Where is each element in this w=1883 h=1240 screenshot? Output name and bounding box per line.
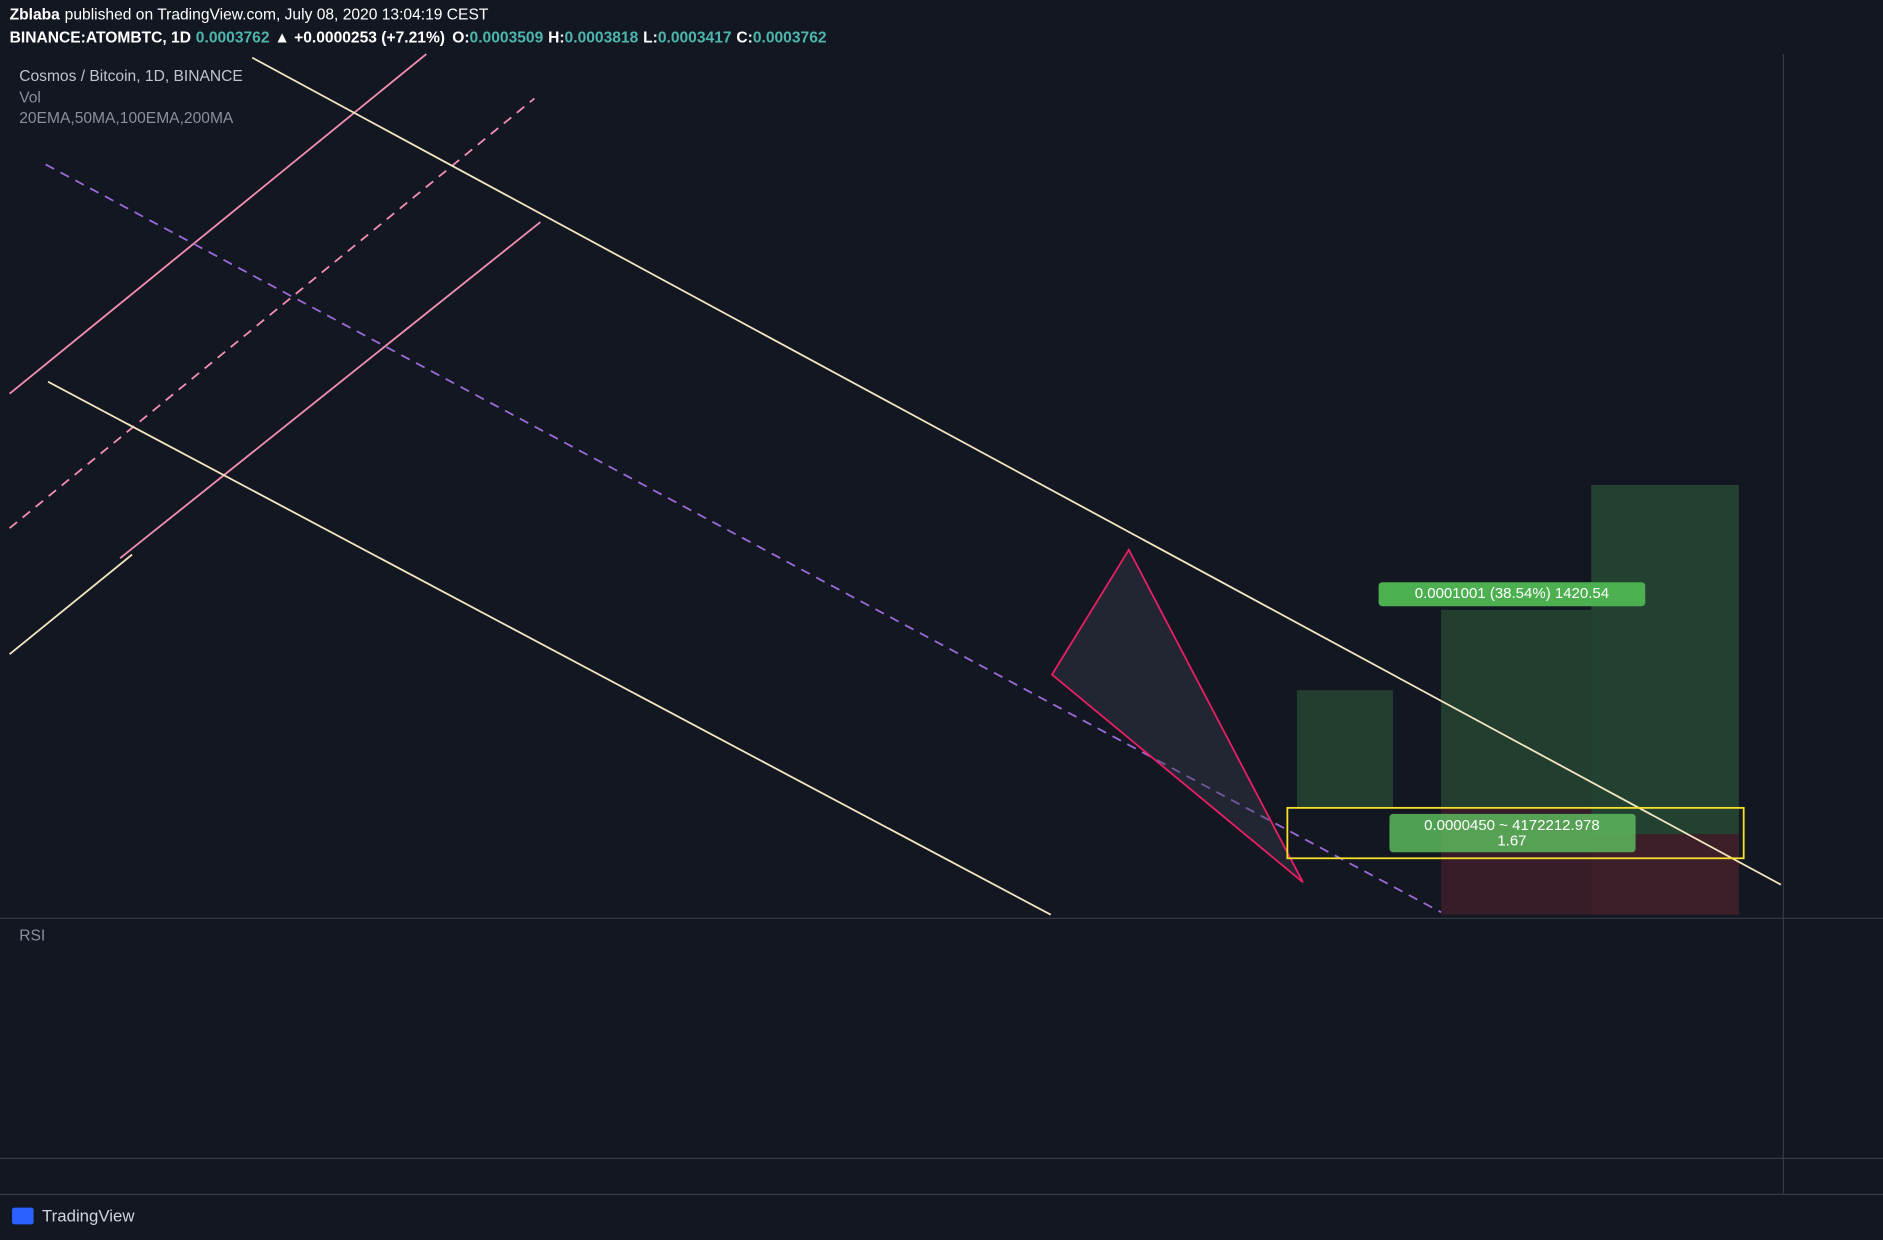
- last-price: 0.0003762: [196, 30, 270, 47]
- brand[interactable]: TradingView: [42, 1207, 135, 1226]
- close-value: 0.0003762: [753, 30, 827, 47]
- footer: TradingView: [12, 1207, 135, 1226]
- channel-line: [119, 221, 541, 559]
- c-label: C:: [736, 30, 752, 47]
- low-value: 0.0003417: [658, 30, 732, 47]
- symbol: BINANCE:ATOMBTC, 1D: [10, 30, 191, 47]
- logo: [12, 1207, 34, 1225]
- h-label: H:: [548, 30, 564, 47]
- l-label: L:: [643, 30, 658, 47]
- trendlines: [9, 53, 1782, 916]
- volume-legend: Vol: [19, 90, 41, 107]
- annotations: 0.0001001 (38.54%) 1420.54 0.0000450 ~ 4…: [1378, 582, 1646, 853]
- range-box: [1286, 806, 1745, 860]
- annotation-box: [1389, 813, 1636, 853]
- triangle: [1050, 547, 1304, 883]
- rsi-legend: RSI: [19, 927, 45, 944]
- target-zone: [1296, 690, 1394, 808]
- symbol-line: BINANCE:ATOMBTC, 1D 0.0003762 ▲ +0.0000253…: [10, 30, 827, 47]
- channel-mid: [9, 97, 535, 529]
- drawing-zones: [1296, 484, 1739, 915]
- o-label: O:: [452, 30, 469, 47]
- channel-line: [9, 53, 427, 395]
- dashed-channel: [45, 163, 1442, 914]
- high-value: 0.0003818: [565, 30, 639, 47]
- trend-line: [47, 380, 1052, 916]
- axes-layer: [0, 54, 1883, 1195]
- header-line: Zblaba published on TradingView.com, July…: [10, 7, 489, 24]
- annotation: 0.0000450 ~ 4172212.978: [1424, 817, 1600, 834]
- indicator-legend: 20EMA,50MA,100EMA,200MA: [19, 110, 234, 127]
- published: published on TradingView.com, July 08, 2…: [65, 7, 489, 24]
- chart-title: Cosmos / Bitcoin, 1D, BINANCE: [19, 68, 243, 85]
- target-zone: [1441, 609, 1592, 808]
- annotation-box: [1378, 582, 1646, 607]
- trend-line: [9, 553, 133, 655]
- annotation: 1.67: [1497, 832, 1526, 849]
- annotation: 0.0001001 (38.54%) 1420.54: [1415, 585, 1609, 602]
- author: Zblaba: [10, 7, 61, 24]
- trend-line: [251, 56, 1782, 886]
- change: ▲ +0.0000253 (+7.21%): [274, 30, 445, 47]
- target-zone: [1591, 484, 1739, 835]
- open-value: 0.0003509: [470, 30, 544, 47]
